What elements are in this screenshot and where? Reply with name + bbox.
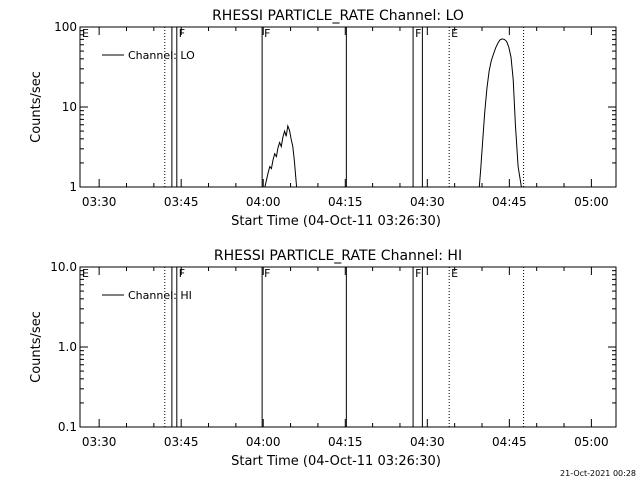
x-tick-label: 04:30 — [410, 195, 445, 209]
series-line — [478, 38, 522, 188]
x-tick-label: 04:45 — [492, 195, 527, 209]
x-tick-label: 03:45 — [164, 195, 199, 209]
x-tick-label: 04:15 — [328, 195, 363, 209]
series-line — [264, 123, 298, 188]
x-tick-label: 04:30 — [410, 435, 445, 449]
event-flag: F — [179, 27, 185, 40]
x-tick-label: 04:00 — [246, 195, 281, 209]
legend-label: Channel: LO — [128, 49, 195, 62]
x-tick-label: 03:30 — [82, 435, 117, 449]
y-tick-label: 0.1 — [58, 420, 77, 434]
event-flag: F — [179, 267, 185, 280]
x-axis-label: Start Time (04-Oct-11 03:26:30) — [231, 214, 441, 229]
legend-label: Channel: HI — [128, 289, 192, 302]
x-tick-label: 04:00 — [246, 435, 281, 449]
event-flag: E — [82, 27, 89, 40]
y-axis-label: Counts/sec — [29, 311, 44, 383]
y-tick-label: 100 — [54, 20, 77, 34]
event-flag: E — [451, 27, 458, 40]
event-flag: E — [82, 267, 89, 280]
y-tick-label: 10 — [62, 100, 77, 114]
x-tick-label: 04:45 — [492, 435, 527, 449]
event-flag: F — [415, 267, 421, 280]
x-tick-label: 05:00 — [574, 435, 609, 449]
event-flag: F — [264, 27, 270, 40]
y-tick-label: 10.0 — [50, 260, 77, 274]
y-tick-label: 1 — [69, 180, 77, 194]
x-axis-label: Start Time (04-Oct-11 03:26:30) — [231, 454, 441, 469]
event-flag: F — [415, 27, 421, 40]
lo-channel-panel: RHESSI PARTICLE_RATE Channel: LO Start Ti… — [29, 8, 617, 229]
x-tick-label: 03:45 — [164, 435, 199, 449]
x-tick-label: 05:00 — [574, 195, 609, 209]
x-tick-label: 04:15 — [328, 435, 363, 449]
chart-title: RHESSI PARTICLE_RATE Channel: HI — [214, 248, 462, 264]
hi-channel-panel: RHESSI PARTICLE_RATE Channel: HI Start Ti… — [29, 248, 617, 469]
event-flag: E — [451, 267, 458, 280]
chart-title: RHESSI PARTICLE_RATE Channel: LO — [212, 8, 464, 24]
y-tick-label: 1.0 — [58, 340, 77, 354]
print-timestamp: 21-Oct-2021 00:28 — [560, 469, 636, 478]
x-tick-label: 03:30 — [82, 195, 117, 209]
y-axis-label: Counts/sec — [29, 71, 44, 143]
event-flag: F — [264, 267, 270, 280]
